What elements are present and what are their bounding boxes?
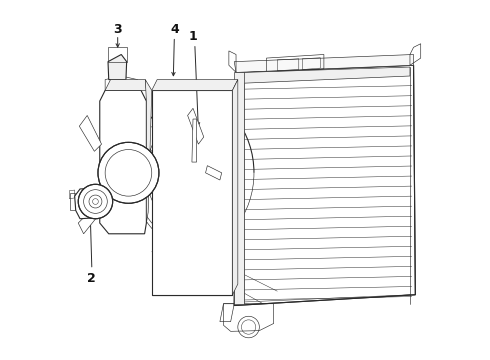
Polygon shape [234, 54, 414, 72]
Polygon shape [205, 166, 221, 180]
Circle shape [78, 184, 113, 219]
Polygon shape [78, 209, 98, 234]
Circle shape [98, 142, 159, 203]
Text: 1: 1 [189, 30, 197, 43]
Polygon shape [152, 90, 232, 295]
Polygon shape [108, 54, 126, 80]
Polygon shape [244, 67, 410, 83]
Polygon shape [79, 116, 101, 151]
Polygon shape [105, 80, 147, 90]
Polygon shape [234, 65, 416, 306]
Polygon shape [234, 72, 244, 304]
Polygon shape [232, 80, 238, 295]
Text: 4: 4 [170, 23, 179, 36]
Polygon shape [192, 119, 196, 162]
Polygon shape [146, 80, 152, 223]
Polygon shape [100, 90, 147, 234]
Polygon shape [74, 188, 104, 219]
Polygon shape [188, 108, 204, 144]
Polygon shape [152, 80, 238, 90]
Text: 3: 3 [113, 23, 122, 36]
Text: 2: 2 [88, 272, 96, 285]
